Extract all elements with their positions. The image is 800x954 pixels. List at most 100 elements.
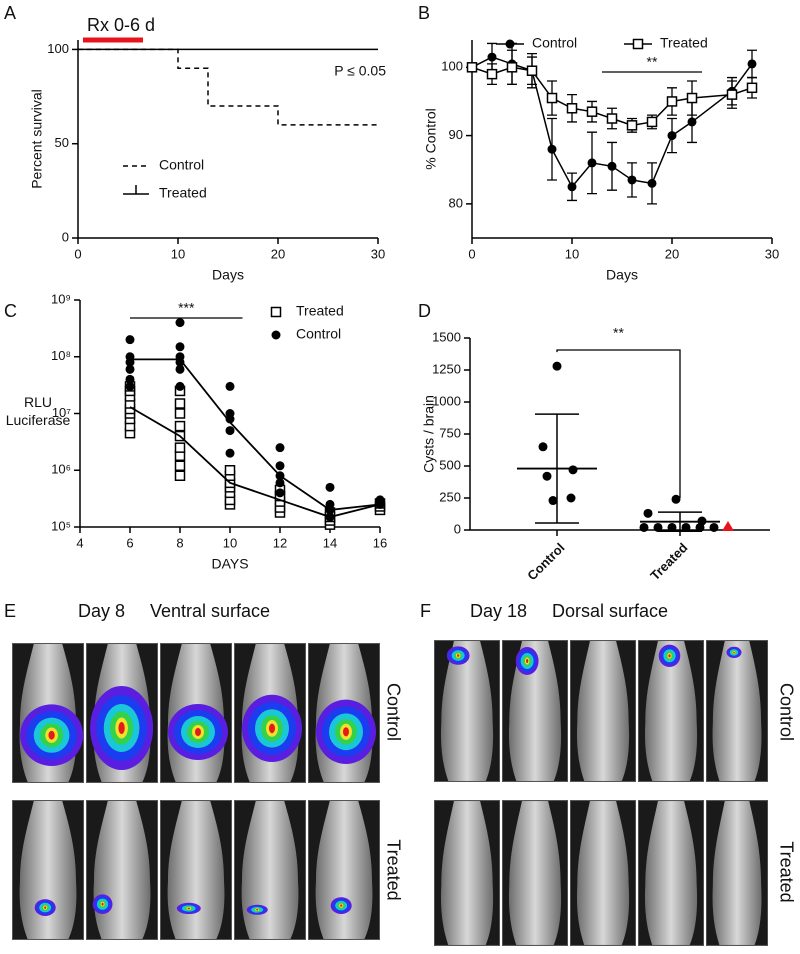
dot	[548, 496, 558, 506]
panel-label: E	[4, 601, 16, 621]
dot	[671, 494, 681, 504]
y-axis-label: Cysts / brain	[421, 395, 437, 473]
legend-label: Control	[296, 326, 341, 342]
x-tick-label: 8	[176, 535, 183, 550]
marker	[225, 414, 235, 424]
image-day: Day 18	[470, 601, 527, 621]
marker	[566, 103, 578, 114]
marker	[125, 374, 135, 384]
marker	[607, 161, 617, 171]
legend-label: Control	[532, 35, 577, 51]
x-tick-label: 4	[76, 535, 83, 550]
marker	[275, 488, 285, 498]
x-tick-label: 16	[373, 535, 387, 550]
y-axis-label: Percent survival	[29, 89, 45, 189]
panel-label: C	[4, 301, 17, 321]
marker	[587, 158, 597, 168]
x-tick-label: 30	[371, 246, 385, 261]
y-tick-label: 50	[55, 135, 69, 150]
significance-label: **	[647, 54, 658, 70]
x-tick-label: 20	[665, 246, 679, 261]
y-axis-label: % Control	[423, 108, 439, 169]
marker	[225, 426, 235, 436]
y-tick-label: 10⁷	[52, 405, 71, 420]
y-tick-label: 1000	[432, 393, 461, 408]
marker	[275, 478, 285, 488]
y-tick-label: 100	[47, 41, 69, 56]
marker	[175, 342, 185, 352]
treatment-label: Rx 0-6 d	[87, 15, 155, 35]
y-tick-label: 1250	[432, 361, 461, 376]
x-tick-label: Control	[524, 540, 567, 583]
marker	[275, 461, 285, 471]
y-tick-label: 750	[439, 425, 461, 440]
mean-line	[129, 406, 381, 518]
y-tick-label: 0	[62, 229, 69, 244]
marker	[175, 318, 185, 328]
panel-label: D	[418, 301, 431, 321]
marker	[486, 68, 498, 80]
dot	[552, 361, 562, 371]
marker	[174, 470, 186, 481]
sd-bar	[658, 511, 702, 533]
marker	[125, 364, 135, 374]
x-tick-label: 10	[565, 246, 579, 261]
marker	[666, 96, 678, 107]
highlight-marker	[722, 521, 734, 531]
marker	[270, 306, 282, 318]
marker	[225, 381, 235, 391]
marker	[125, 381, 135, 391]
x-tick-label: 10	[171, 246, 185, 261]
x-tick-label: 12	[273, 535, 287, 550]
dot	[667, 522, 677, 532]
marker	[174, 408, 186, 419]
row-label: Treated	[383, 839, 403, 900]
panel-label: B	[418, 3, 430, 23]
marker	[506, 62, 518, 73]
y-axis-label: Luciferase	[6, 412, 71, 428]
marker	[174, 442, 186, 453]
marker	[174, 460, 186, 472]
marker	[547, 144, 557, 154]
y-tick-label: 10⁹	[51, 291, 71, 306]
marker	[175, 381, 185, 391]
dot	[709, 522, 719, 532]
y-tick-label: 10⁵	[51, 518, 71, 533]
marker	[526, 65, 538, 76]
x-axis-label: DAYS	[211, 556, 248, 572]
marker	[225, 448, 235, 458]
marker	[325, 512, 335, 522]
significance-bracket	[556, 349, 681, 499]
marker	[647, 178, 657, 188]
x-tick-label: 6	[126, 535, 133, 550]
dot	[538, 442, 548, 452]
marker	[606, 113, 618, 124]
y-tick-label: 10⁶	[51, 462, 71, 477]
dot	[653, 522, 663, 532]
x-tick-label: 20	[271, 246, 285, 261]
marker	[746, 82, 758, 94]
y-tick-label: 250	[439, 489, 461, 504]
x-axis-label: Days	[606, 267, 638, 283]
marker	[125, 335, 135, 345]
y-tick-label: 10⁸	[51, 348, 71, 363]
marker	[626, 120, 638, 131]
y-tick-label: 100	[441, 59, 463, 74]
row-label: Control	[383, 683, 403, 741]
x-tick-label: Treated	[647, 540, 690, 583]
marker	[224, 465, 236, 476]
marker	[466, 62, 478, 73]
significance-label: **	[613, 325, 624, 341]
marker	[546, 92, 558, 104]
marker	[627, 175, 637, 185]
x-tick-label: 0	[468, 246, 475, 261]
marker	[686, 92, 698, 104]
y-tick-label: 0	[454, 521, 461, 536]
y-tick-label: 90	[449, 127, 463, 142]
y-tick-label: 80	[449, 195, 463, 210]
survival-line	[78, 48, 378, 126]
marker	[726, 89, 738, 100]
dot	[695, 522, 705, 532]
